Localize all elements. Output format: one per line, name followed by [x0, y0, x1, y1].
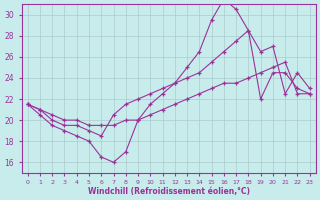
X-axis label: Windchill (Refroidissement éolien,°C): Windchill (Refroidissement éolien,°C)	[88, 187, 250, 196]
